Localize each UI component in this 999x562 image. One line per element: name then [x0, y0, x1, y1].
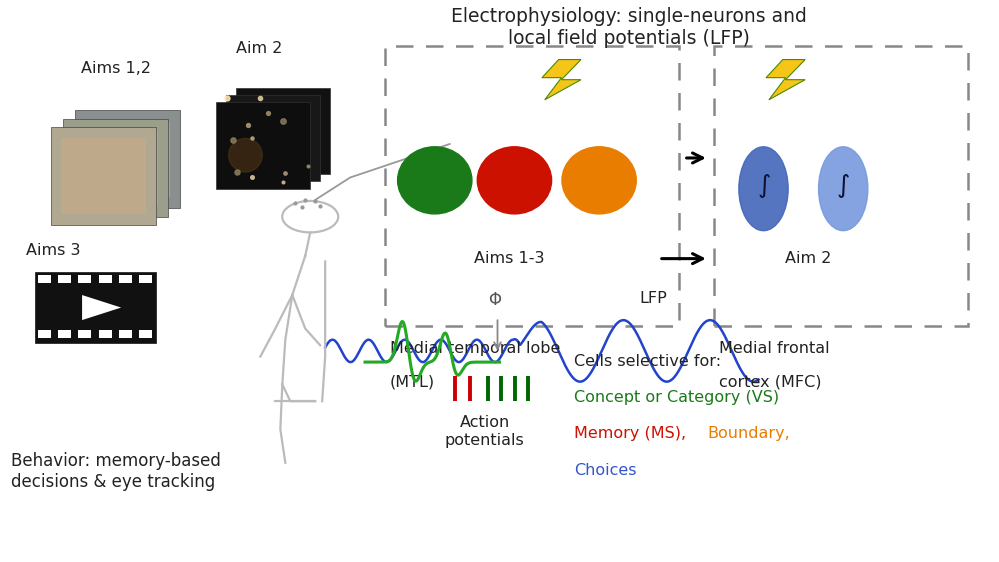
Text: Cells selective for:: Cells selective for:: [574, 353, 721, 369]
Bar: [75, 111, 180, 209]
Bar: [58, 330, 71, 338]
Ellipse shape: [229, 138, 263, 172]
Bar: [38, 330, 51, 338]
Bar: [36, 273, 156, 342]
Text: Aims 3: Aims 3: [26, 243, 81, 258]
Text: Electrophysiology: single-neurons and
local field potentials (LFP): Electrophysiology: single-neurons and lo…: [452, 7, 807, 48]
Text: Action
potentials: Action potentials: [445, 415, 524, 447]
Bar: [140, 330, 152, 338]
Text: $\int$: $\int$: [756, 172, 770, 200]
Bar: [236, 88, 330, 174]
Bar: [226, 95, 321, 182]
Text: Behavior: memory-based
decisions & eye tracking: Behavior: memory-based decisions & eye t…: [11, 452, 221, 491]
Text: $\int$: $\int$: [836, 172, 850, 200]
Bar: [385, 46, 678, 326]
Text: Aims 1-3: Aims 1-3: [475, 251, 544, 266]
Ellipse shape: [562, 147, 636, 214]
Bar: [713, 46, 968, 326]
Bar: [119, 275, 132, 283]
Text: Aim 2: Aim 2: [236, 42, 282, 56]
Text: LFP: LFP: [639, 291, 666, 306]
Text: Memory (MS),: Memory (MS),: [574, 427, 691, 441]
Text: Aims 1,2: Aims 1,2: [81, 61, 151, 76]
Text: Medial temporal lobe: Medial temporal lobe: [390, 341, 560, 356]
Text: Aim 2: Aim 2: [785, 251, 831, 266]
Polygon shape: [766, 60, 805, 100]
Ellipse shape: [818, 147, 868, 230]
Bar: [216, 102, 311, 189]
Bar: [140, 275, 152, 283]
Text: Choices: Choices: [574, 463, 636, 478]
Text: Medial frontal: Medial frontal: [718, 341, 829, 356]
Polygon shape: [82, 295, 121, 320]
Bar: [51, 127, 156, 225]
Polygon shape: [541, 60, 581, 100]
Bar: [63, 119, 168, 217]
Ellipse shape: [478, 147, 551, 214]
Text: Concept or Category (VS): Concept or Category (VS): [574, 390, 779, 405]
Bar: [119, 330, 132, 338]
Text: (MTL): (MTL): [390, 374, 435, 389]
Bar: [61, 138, 146, 214]
Bar: [85, 121, 170, 197]
Ellipse shape: [739, 147, 788, 230]
Text: Φ: Φ: [489, 291, 501, 309]
Bar: [38, 275, 51, 283]
Bar: [78, 330, 91, 338]
Ellipse shape: [398, 147, 472, 214]
Text: cortex (MFC): cortex (MFC): [718, 374, 821, 389]
Bar: [99, 275, 112, 283]
Text: Boundary,: Boundary,: [707, 427, 790, 441]
Bar: [73, 130, 158, 206]
Bar: [58, 275, 71, 283]
Bar: [78, 275, 91, 283]
Bar: [99, 330, 112, 338]
